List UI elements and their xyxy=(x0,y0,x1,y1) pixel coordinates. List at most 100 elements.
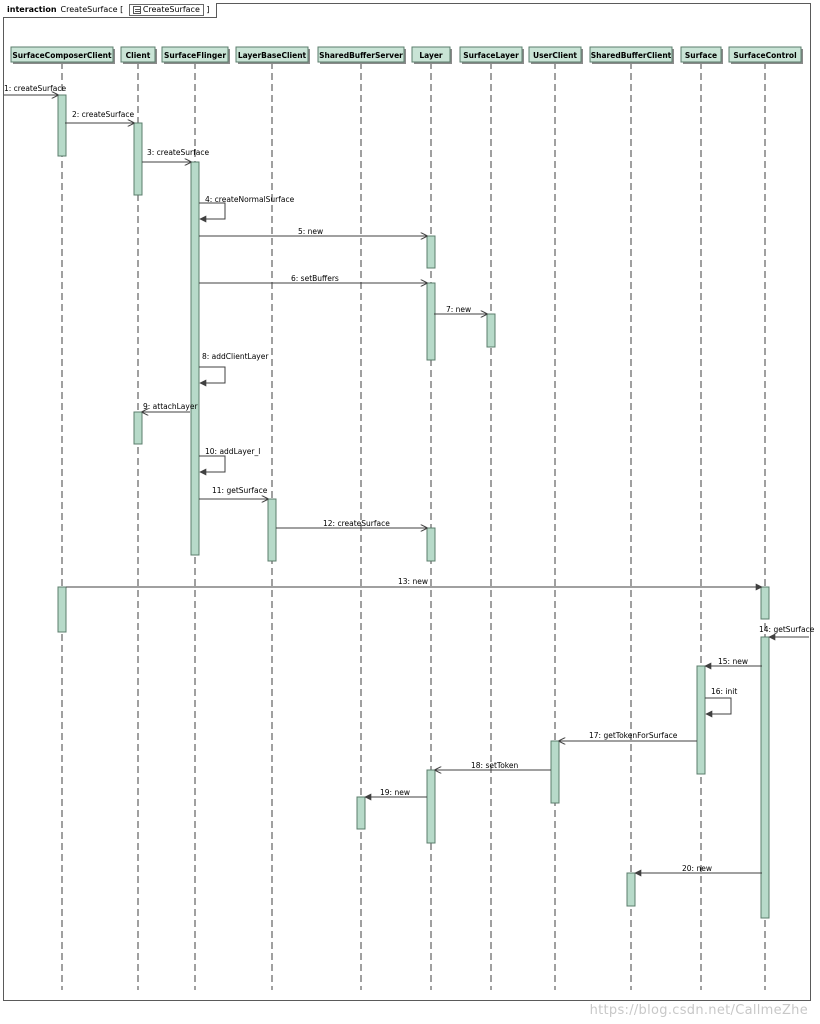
activation-bar xyxy=(57,94,67,157)
lifeline-label: Surface xyxy=(685,51,717,60)
lifeline-surface-composer-client[interactable]: SurfaceComposerClient xyxy=(10,46,115,990)
lifeline-shared-buffer-server[interactable]: SharedBufferServer xyxy=(317,46,406,990)
message-4: 4: createNormalSurface xyxy=(199,195,295,223)
message-12: 12: createSurface xyxy=(276,519,427,528)
message-15: 15: new xyxy=(704,657,762,670)
lifeline-label: SurfaceComposerClient xyxy=(12,51,112,60)
activation-bar xyxy=(626,872,636,907)
activation-bar xyxy=(57,586,67,633)
message-9: 9: attachLayer xyxy=(142,402,198,412)
message-5: 5: new xyxy=(199,227,427,236)
frame-title-tab: interaction CreateSurface [ CreateSurface… xyxy=(3,3,217,18)
activation-bar xyxy=(356,796,366,830)
activation-bar xyxy=(133,122,143,196)
message-10: 10: addLayer_l xyxy=(199,447,260,476)
message-label: 11: getSurface xyxy=(212,486,268,495)
lifeline-head xyxy=(459,46,523,63)
activation-bar xyxy=(760,636,770,919)
activation-bar xyxy=(696,665,706,775)
message-17: 17: getTokenForSurface xyxy=(559,731,697,741)
lifeline-head xyxy=(161,46,229,63)
lifeline-head xyxy=(317,46,405,63)
lifeline-head xyxy=(589,46,673,63)
interaction-ref[interactable]: CreateSurface xyxy=(128,4,204,16)
message-2: 2: createSurface xyxy=(65,110,134,123)
message-label: 6: setBuffers xyxy=(291,274,339,283)
ref-frame-icon xyxy=(132,5,141,14)
activation-bar xyxy=(190,161,200,556)
self-message-arrow xyxy=(199,366,226,387)
lifeline-label: UserClient xyxy=(533,51,577,60)
activation-bar xyxy=(550,740,560,804)
activation-bar xyxy=(760,586,770,620)
message-label: 14: getSurface xyxy=(759,625,815,634)
interaction-ref-label: CreateSurface xyxy=(142,5,200,14)
message-label: 15: new xyxy=(718,657,748,666)
message-6: 6: setBuffers xyxy=(199,274,427,283)
message-label: 16: init xyxy=(711,687,737,696)
message-label: 12: createSurface xyxy=(323,519,390,528)
lifeline-head xyxy=(10,46,114,63)
lifeline-label: Layer xyxy=(419,51,443,60)
self-message-arrow xyxy=(199,455,226,476)
message-18: 18: setToken xyxy=(435,761,551,770)
activation-bar xyxy=(267,498,277,562)
activation-bar xyxy=(426,769,436,844)
lifeline-head xyxy=(528,46,582,63)
message-label: 5: new xyxy=(298,227,323,236)
lifeline-label: SurfaceLayer xyxy=(463,51,519,60)
lifeline-label: SurfaceControl xyxy=(733,51,796,60)
lifeline-head xyxy=(728,46,802,63)
activation-bar xyxy=(426,235,436,269)
lifeline-user-client[interactable]: UserClient xyxy=(528,46,583,990)
message-label: 8: addClientLayer xyxy=(202,352,269,361)
lifeline-label: SharedBufferClient xyxy=(591,51,672,60)
lifeline-head xyxy=(680,46,722,63)
message-label: 3: createSurface xyxy=(147,148,209,157)
message-label: 2: createSurface xyxy=(72,110,134,119)
lifeline-label: LayerBaseClient xyxy=(238,51,307,60)
message-13: 13: new xyxy=(66,577,763,591)
message-11: 11: getSurface xyxy=(199,486,268,499)
activation-bar xyxy=(426,282,436,361)
messages-layer: 1: createSurface 2: createSurface 3: creat… xyxy=(4,84,815,877)
activation-bar xyxy=(426,527,436,562)
message-label: 9: attachLayer xyxy=(143,402,198,411)
frame-name: CreateSurface xyxy=(60,5,118,14)
lifeline-label: SurfaceFlinger xyxy=(164,51,226,60)
message-label: 20: new xyxy=(682,864,712,873)
self-message-arrow xyxy=(199,202,226,223)
message-label: 1: createSurface xyxy=(4,84,66,93)
message-14: 14: getSurface xyxy=(759,625,815,641)
message-19: 19: new xyxy=(364,788,427,801)
lifeline-head xyxy=(235,46,309,63)
lifeline-surface[interactable]: Surface xyxy=(680,46,723,990)
message-label: 10: addLayer_l xyxy=(205,447,260,456)
lifeline-layer[interactable]: Layer xyxy=(411,46,452,990)
message-7: 7: new xyxy=(434,305,487,314)
message-16: 16: init xyxy=(705,687,737,718)
message-label: 7: new xyxy=(446,305,471,314)
message-20: 20: new xyxy=(634,864,762,877)
lifeline-head xyxy=(120,46,156,63)
lifeline-head xyxy=(411,46,451,63)
message-label: 4: createNormalSurface xyxy=(205,195,295,204)
lifeline-shared-buffer-client[interactable]: SharedBufferClient xyxy=(589,46,674,990)
watermark: https://blog.csdn.net/CallmeZhe xyxy=(589,1003,808,1018)
message-8: 8: addClientLayer xyxy=(199,352,269,387)
lifeline-client[interactable]: Client xyxy=(120,46,157,990)
activation-bar xyxy=(486,313,496,348)
frame-keyword: interaction xyxy=(7,5,57,14)
self-message-arrow xyxy=(705,697,732,718)
activation-bar xyxy=(133,411,143,445)
lifelines-layer: SurfaceComposerClient Client SurfaceFlinge… xyxy=(10,46,803,990)
message-label: 13: new xyxy=(398,577,428,586)
lifeline-label: SharedBufferServer xyxy=(319,51,403,60)
message-label: 17: getTokenForSurface xyxy=(589,731,678,740)
lifeline-label: Client xyxy=(126,51,151,60)
lifeline-surface-layer[interactable]: SurfaceLayer xyxy=(459,46,524,990)
activations-layer xyxy=(57,94,770,919)
message-3: 3: createSurface xyxy=(142,148,209,162)
message-label: 19: new xyxy=(380,788,410,797)
